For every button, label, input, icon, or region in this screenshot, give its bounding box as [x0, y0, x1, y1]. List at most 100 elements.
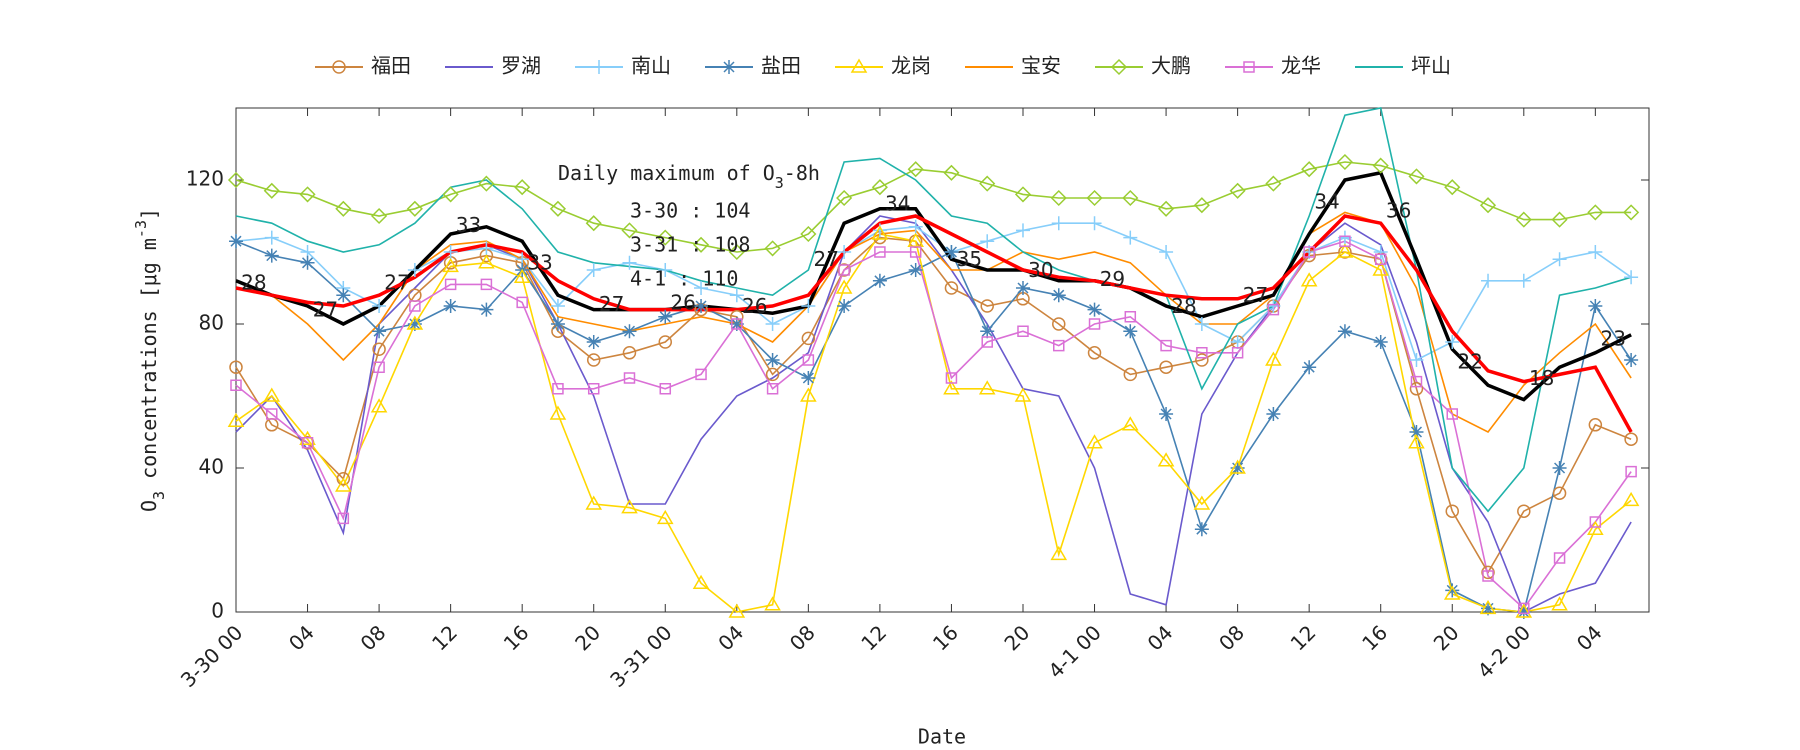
data-point — [658, 335, 673, 349]
data-point — [695, 368, 707, 381]
annotation: 27 — [313, 298, 338, 322]
text-box-title-part: -8h — [784, 161, 820, 185]
data-point — [981, 336, 993, 348]
data-point — [1624, 432, 1638, 446]
text-box-line: 4-1 : 110 — [630, 267, 738, 291]
data-point — [1159, 245, 1174, 259]
data-point — [300, 255, 315, 270]
data-point — [299, 186, 316, 203]
data-point — [443, 245, 458, 259]
data-point — [1408, 434, 1425, 449]
legend-label: 盐田 — [761, 54, 801, 78]
data-point — [1124, 311, 1137, 323]
data-point — [1481, 273, 1496, 288]
data-point — [943, 380, 960, 395]
data-point — [1015, 223, 1030, 238]
data-point — [515, 256, 529, 270]
data-point — [1409, 382, 1424, 396]
data-point — [1231, 347, 1244, 359]
text-box-title-part: 3 — [775, 174, 784, 192]
data-point — [728, 243, 745, 261]
data-point — [549, 200, 567, 217]
data-point — [1588, 245, 1603, 259]
data-point — [622, 324, 637, 339]
legend-marker — [332, 60, 346, 74]
data-point — [1551, 596, 1568, 611]
data-point — [838, 264, 850, 276]
data-point — [694, 302, 708, 317]
data-point — [1267, 303, 1280, 316]
data-point — [372, 342, 386, 356]
data-point — [907, 161, 924, 178]
data-point — [1589, 516, 1602, 528]
y-axis-label-part: ] — [137, 208, 161, 220]
data-point — [731, 318, 743, 330]
data-point — [908, 219, 923, 234]
data-point — [1050, 189, 1067, 207]
data-point — [908, 263, 923, 277]
data-point — [944, 245, 959, 259]
data-point — [1517, 504, 1531, 518]
data-point — [373, 361, 385, 373]
data-point — [586, 335, 601, 349]
data-point — [230, 379, 242, 391]
data-point — [729, 288, 744, 303]
data-point — [549, 405, 567, 420]
data-point — [1552, 461, 1567, 475]
data-point — [1087, 216, 1102, 231]
annotation: 34 — [885, 191, 910, 215]
data-point — [766, 383, 779, 395]
data-point — [264, 230, 279, 245]
data-point — [227, 171, 245, 189]
data-point — [1017, 325, 1029, 337]
data-point — [1123, 230, 1138, 245]
legend-label: 南山 — [631, 54, 671, 78]
annotation: 22 — [1457, 350, 1482, 374]
text-box-title-part: Daily maximum of O — [558, 161, 775, 185]
plot-area — [235, 107, 1633, 614]
annotation: 27 — [814, 247, 839, 271]
data-point — [728, 603, 746, 618]
data-point — [301, 437, 314, 449]
data-point — [980, 324, 995, 339]
data-point — [1373, 335, 1388, 349]
data-point — [979, 175, 996, 192]
data-point — [1230, 335, 1245, 349]
data-point — [407, 317, 422, 331]
data-point — [478, 175, 495, 192]
data-point — [1481, 565, 1495, 580]
data-point — [266, 408, 278, 420]
data-point — [978, 380, 996, 395]
legend-label: 宝安 — [1021, 54, 1061, 78]
annotation: 27 — [384, 271, 409, 295]
legend-label: 罗湖 — [501, 54, 541, 78]
data-point — [1123, 324, 1138, 339]
data-point — [550, 299, 565, 313]
data-point — [407, 263, 422, 277]
data-point — [442, 257, 459, 273]
data-point — [945, 372, 958, 384]
annotation: 36 — [1386, 199, 1411, 223]
data-point — [1409, 353, 1424, 367]
data-point — [1624, 270, 1639, 285]
y-tick-label: 40 — [199, 455, 224, 479]
data-point — [263, 387, 281, 402]
data-point — [621, 222, 638, 239]
data-point — [587, 383, 600, 395]
data-point — [1445, 335, 1460, 349]
data-point — [229, 360, 243, 374]
data-point — [800, 225, 817, 243]
data-point — [1194, 522, 1209, 537]
data-point — [692, 574, 710, 589]
data-point — [1265, 351, 1282, 366]
data-point — [1515, 211, 1532, 228]
data-point — [1518, 602, 1530, 615]
data-point — [1301, 161, 1318, 178]
series-line — [235, 214, 1633, 433]
data-point — [872, 273, 887, 288]
data-point — [835, 279, 853, 294]
data-point — [1051, 216, 1066, 231]
data-point — [443, 256, 458, 270]
data-point — [1409, 425, 1424, 439]
data-point — [943, 164, 960, 181]
